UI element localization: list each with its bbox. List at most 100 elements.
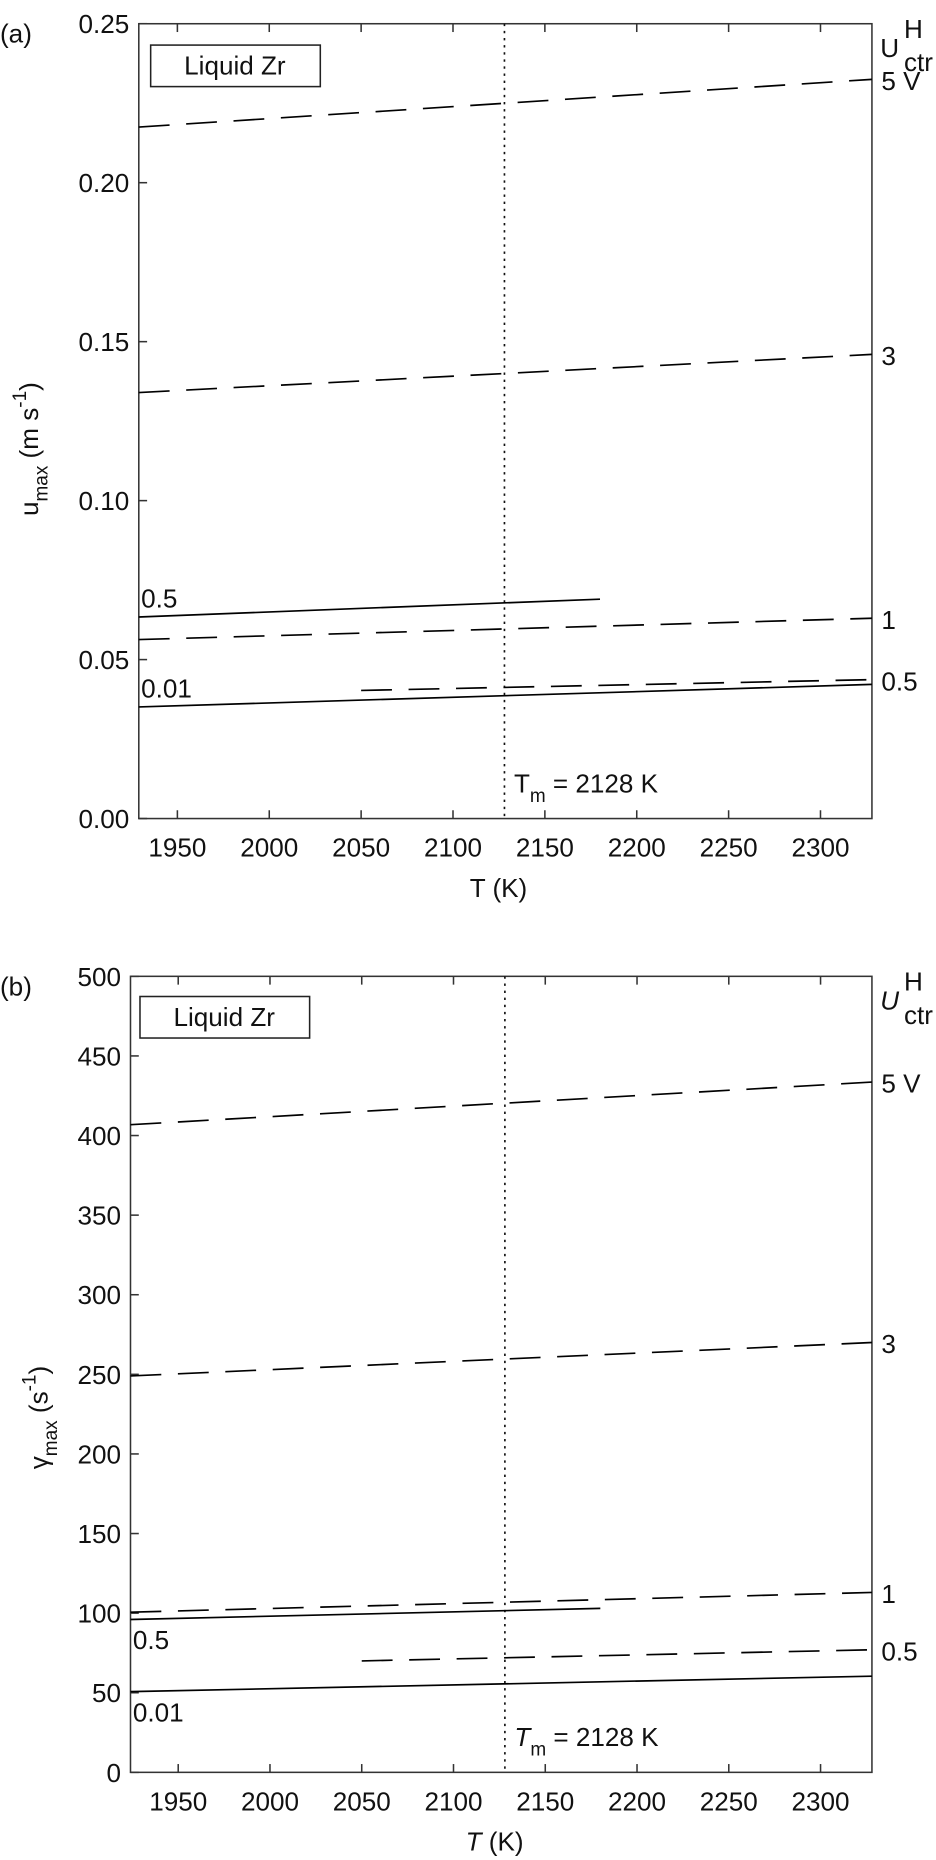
y-axis-label-part: u — [14, 502, 44, 517]
y-axis-label-part: max — [41, 1420, 62, 1456]
reference-label-part: T — [514, 1722, 532, 1752]
y-tick-label: 0.00 — [79, 804, 130, 834]
x-tick-label: 1950 — [148, 833, 206, 863]
x-tick-label: 2300 — [791, 833, 849, 863]
y-axis-label-part: -1 — [20, 1375, 41, 1392]
series-label: 5 V — [881, 1069, 921, 1099]
series-line — [138, 598, 601, 618]
series-line — [361, 1648, 872, 1662]
series-line — [138, 683, 872, 708]
panel-label: (a) — [0, 19, 32, 49]
series-label: 1 — [881, 605, 896, 635]
annotation-text: Liquid Zr — [184, 51, 286, 81]
x-tick-label: 2100 — [424, 833, 482, 863]
series-label: 0.5 — [133, 1625, 169, 1655]
y-tick-label: 400 — [77, 1121, 121, 1151]
series-label: 0.5 — [881, 1636, 917, 1666]
x-tick-label: 2050 — [332, 833, 390, 863]
x-tick-label: 2000 — [241, 1786, 299, 1816]
series-line — [130, 1081, 872, 1126]
y-tick-label: 500 — [77, 962, 121, 992]
y-tick-label: 150 — [77, 1519, 121, 1549]
series-line — [130, 1341, 872, 1377]
y-tick-label: 350 — [77, 1201, 121, 1231]
y2-label-sub: ctr — [904, 1000, 933, 1030]
x-axis-label: T (K) — [470, 873, 527, 903]
series-line — [130, 1591, 872, 1614]
y-tick-label: 0.05 — [79, 645, 130, 675]
y-axis-label-part: ) — [23, 1366, 53, 1375]
y-tick-label: 450 — [77, 1041, 121, 1071]
reference-label-part: = 2128 K — [546, 1722, 659, 1752]
y2-label-sub: ctr — [904, 47, 933, 77]
x-tick-label: 2200 — [608, 1786, 666, 1816]
y-tick-label: 0.10 — [79, 486, 130, 516]
series-label: 3 — [881, 1329, 896, 1359]
panel: (a) Liquid Zr 1950 2000 2050 2100 2150 2200 2250… — [0, 9, 933, 903]
y-axis-label: γmax (s-1) — [20, 1366, 62, 1469]
x-axis-label-part: T — [466, 1827, 484, 1857]
series-line — [361, 678, 872, 692]
y-tick-label: 200 — [77, 1439, 121, 1469]
x-tick-label: 2050 — [333, 1786, 391, 1816]
x-tick-label: 2000 — [240, 833, 298, 863]
plot-frame — [138, 22, 873, 820]
series-line — [138, 78, 872, 128]
y2-label-sup: H — [904, 967, 923, 997]
x-tick-label: 2150 — [516, 833, 574, 863]
y-axis-label-part: ) — [14, 382, 44, 391]
y-tick-label: 0.15 — [79, 327, 130, 357]
annotation-text: Liquid Zr — [173, 1002, 275, 1032]
series-line — [138, 353, 872, 394]
x-tick-label: 2250 — [700, 833, 758, 863]
y-tick-label: 0.20 — [79, 168, 130, 198]
reference-label-part: m — [530, 786, 546, 807]
series-line — [130, 1607, 601, 1621]
series-line — [130, 1675, 872, 1693]
x-tick-label: 2200 — [608, 833, 666, 863]
series-label: 0.5 — [141, 583, 177, 613]
reference-label-part: m — [530, 1740, 546, 1761]
series-label: 0.5 — [881, 666, 917, 696]
annotation-box — [149, 44, 322, 88]
y-tick-label: 50 — [92, 1678, 121, 1708]
y2-label-sup: H — [904, 14, 923, 44]
y-tick-label: 250 — [77, 1360, 121, 1390]
panel-label: (b) — [0, 971, 32, 1001]
series-label: 1 — [881, 1579, 896, 1609]
annotation-box — [139, 995, 311, 1039]
y-tick-label: 100 — [77, 1599, 121, 1629]
y-tick-label: 0.25 — [79, 9, 130, 39]
x-axis-label-part: T (K) — [470, 873, 527, 903]
reference-label: Tm = 2128 K — [514, 768, 659, 806]
reference-label-part: T — [514, 768, 530, 798]
x-axis-label-part: (K) — [482, 1827, 524, 1857]
x-axis-label: T (K) — [466, 1827, 524, 1857]
x-tick-label: 2150 — [516, 1786, 574, 1816]
y2-label-base: U — [880, 986, 899, 1016]
y-tick-label: 0 — [106, 1758, 121, 1788]
x-tick-label: 2300 — [792, 1786, 850, 1816]
y-axis-label-part: γ — [23, 1456, 53, 1469]
y-axis-label: umax (m s-1) — [10, 382, 52, 516]
series-label: 3 — [881, 341, 896, 371]
x-tick-label: 1950 — [149, 1786, 207, 1816]
y-axis-label-part: (s — [23, 1391, 53, 1420]
y-axis-label-part: max — [31, 465, 52, 501]
x-tick-label: 2250 — [700, 1786, 758, 1816]
series-label: 5 V — [881, 66, 921, 96]
y-axis-label-part: -1 — [10, 391, 31, 408]
series-label: 0.01 — [141, 673, 192, 703]
y2-label-base: U — [880, 33, 899, 63]
series-label: 0.01 — [133, 1697, 184, 1727]
reference-label-part: = 2128 K — [546, 768, 659, 798]
y-tick-label: 300 — [77, 1280, 121, 1310]
series-line — [138, 617, 872, 641]
x-tick-label: 2100 — [424, 1786, 482, 1816]
